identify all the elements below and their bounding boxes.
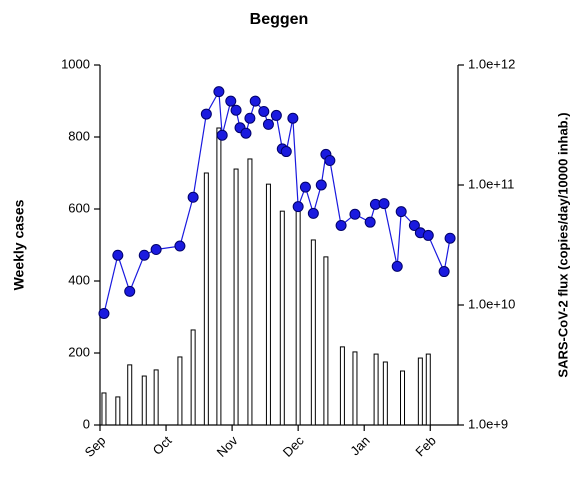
bar [417,357,423,426]
marker [98,307,110,319]
y-tick-label: 400 [68,272,90,287]
bar [373,353,379,426]
line [103,89,451,314]
bar [310,239,316,426]
marker [249,95,261,107]
marker [200,108,212,120]
marker [287,112,299,124]
x-tick-label: Nov [214,433,241,460]
marker [395,206,407,218]
marker [230,104,242,116]
chart-title: Beggen [250,11,309,28]
bar [203,172,209,426]
marker [324,155,336,167]
marker [378,198,390,210]
marker [150,244,162,256]
x-tick-label: Dec [280,433,307,460]
y2-tick-label: 1.0e+10 [468,296,515,311]
x-tick-label: Oct [150,433,175,458]
marker [444,232,456,244]
marker [408,219,420,231]
marker [438,266,450,278]
y2-axis-label: SARS-CoV-2 flux (copies/day/10000 inhab.… [555,112,570,377]
y-axis-label: Weekly cases [11,199,27,290]
marker [391,260,403,272]
y-tick-label: 1000 [61,56,90,71]
marker [240,127,252,139]
x-tick-label: Sep [82,433,109,460]
bar [323,256,329,426]
marker [262,118,274,130]
bar [352,351,358,426]
bar [216,127,222,426]
marker [270,109,282,121]
bar [190,329,196,426]
bar [295,206,301,426]
marker [280,146,292,158]
marker [174,240,186,252]
y2-tick-label: 1.0e+9 [468,416,508,431]
marker [364,216,376,228]
y-tick-label: 800 [68,128,90,143]
marker [213,86,225,98]
bar [400,370,406,426]
marker [112,249,124,261]
marker [307,207,319,219]
bar [247,158,253,426]
marker [124,285,136,297]
marker [187,191,199,203]
marker [335,219,347,231]
bar [233,168,239,426]
bar [425,353,431,426]
marker [299,181,311,193]
marker [138,249,150,261]
bar [127,364,133,426]
bar [115,396,121,426]
bar [265,183,271,426]
y2-tick-label: 1.0e+11 [468,176,514,191]
marker [244,112,256,124]
bar [101,392,107,426]
bar [141,375,147,426]
x-tick-label: Jan [347,433,372,458]
y-tick-label: 600 [68,200,90,215]
marker [258,105,270,117]
marker [315,179,327,191]
bar [279,210,285,426]
marker [216,129,228,141]
marker [349,208,361,220]
x-tick-label: Feb [412,433,438,459]
y-tick-label: 200 [68,344,90,359]
marker [422,229,434,241]
bar [153,369,159,426]
marker [292,201,304,213]
bar [177,356,183,426]
y-tick-label: 0 [83,416,90,431]
bar [339,346,345,426]
y2-tick-label: 1.0e+12 [468,56,515,71]
bar [382,361,388,426]
marker [225,95,237,107]
